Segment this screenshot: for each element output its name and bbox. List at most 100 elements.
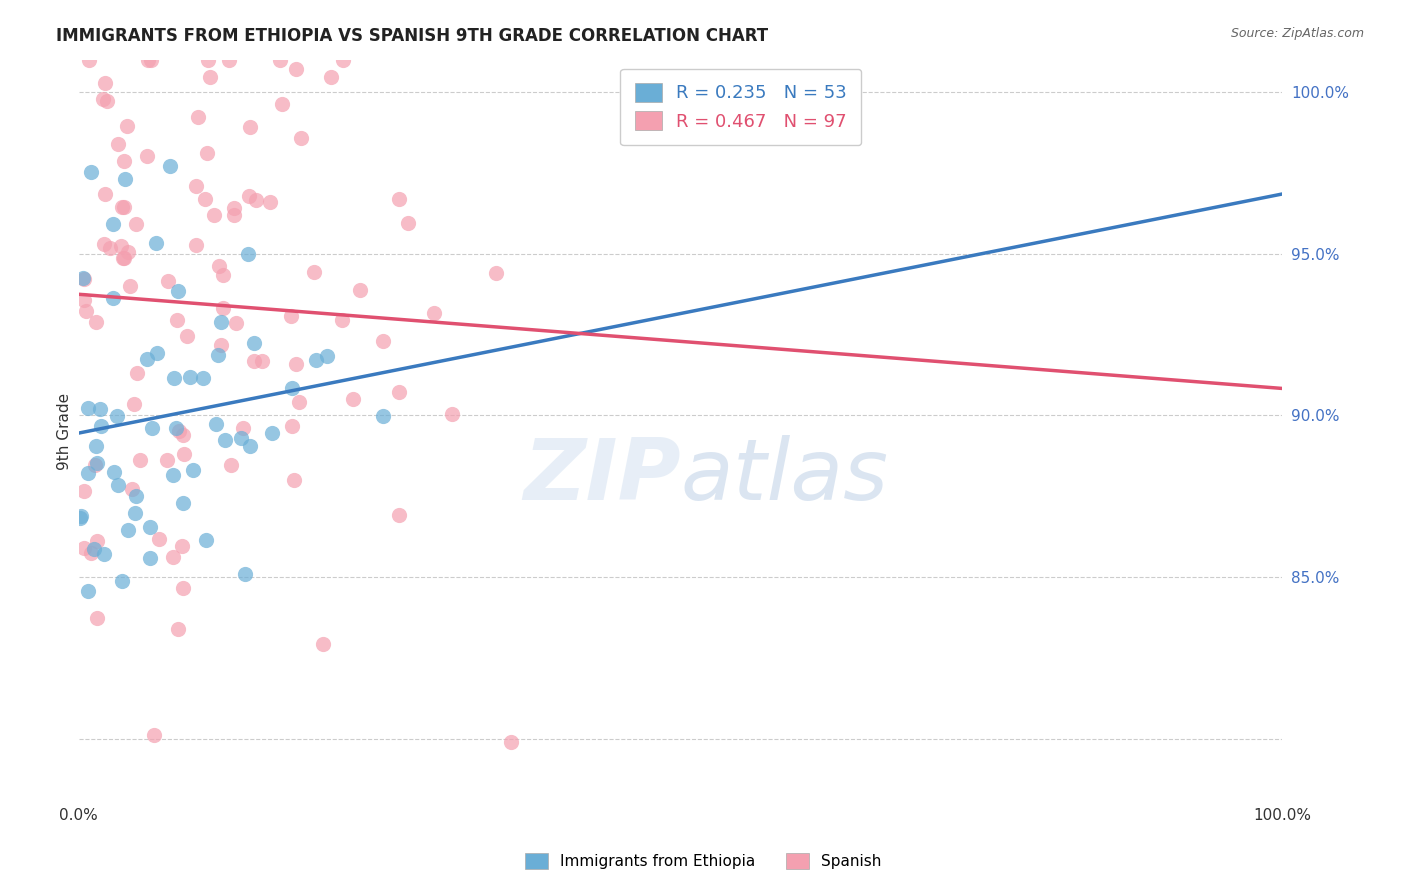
Point	[96, 94, 118, 108]
Point	[194, 193, 217, 207]
Point	[128, 453, 150, 467]
Point	[125, 490, 148, 504]
Point	[250, 354, 273, 368]
Point	[166, 313, 188, 327]
Point	[86, 611, 108, 625]
Legend: R = 0.235   N = 53, R = 0.467   N = 97: R = 0.235 N = 53, R = 0.467 N = 97	[620, 69, 862, 145]
Point	[285, 358, 308, 372]
Point	[183, 463, 205, 477]
Point	[110, 574, 132, 588]
Point	[260, 426, 283, 441]
Point	[156, 453, 179, 467]
Point	[136, 53, 159, 67]
Text: atlas: atlas	[681, 434, 889, 517]
Point	[284, 62, 307, 76]
Point	[281, 381, 304, 395]
Point	[388, 192, 411, 206]
Point	[280, 309, 302, 323]
Point	[440, 407, 463, 421]
Point	[302, 265, 325, 279]
Point	[125, 366, 148, 380]
Point	[146, 345, 169, 359]
Text: IMMIGRANTS FROM ETHIOPIA VS SPANISH 9TH GRADE CORRELATION CHART: IMMIGRANTS FROM ETHIOPIA VS SPANISH 9TH …	[56, 27, 768, 45]
Point	[211, 301, 233, 315]
Point	[238, 189, 260, 203]
Point	[114, 171, 136, 186]
Point	[73, 541, 96, 555]
Point	[139, 551, 162, 566]
Point	[77, 584, 100, 599]
Point	[98, 241, 121, 255]
Point	[143, 728, 166, 742]
Point	[396, 216, 419, 230]
Point	[118, 278, 141, 293]
Point	[121, 483, 143, 497]
Point	[485, 266, 508, 280]
Point	[84, 458, 107, 473]
Point	[90, 418, 112, 433]
Point	[103, 465, 125, 479]
Point	[179, 370, 201, 384]
Point	[373, 334, 395, 348]
Point	[332, 53, 354, 67]
Point	[112, 200, 135, 214]
Point	[194, 533, 217, 548]
Point	[191, 371, 214, 385]
Point	[86, 456, 108, 470]
Point	[209, 337, 232, 351]
Point	[259, 195, 281, 210]
Y-axis label: 9th Grade: 9th Grade	[58, 393, 72, 470]
Point	[86, 315, 108, 329]
Point	[197, 53, 219, 67]
Point	[76, 401, 98, 416]
Point	[167, 284, 190, 298]
Point	[139, 53, 162, 67]
Point	[330, 313, 353, 327]
Point	[156, 274, 179, 288]
Point	[162, 467, 184, 482]
Point	[290, 131, 312, 145]
Point	[172, 427, 194, 442]
Point	[238, 439, 260, 453]
Point	[288, 394, 311, 409]
Point	[312, 637, 335, 651]
Point	[101, 292, 124, 306]
Point	[222, 201, 245, 215]
Point	[73, 271, 96, 285]
Point	[117, 523, 139, 537]
Point	[159, 159, 181, 173]
Point	[170, 539, 193, 553]
Point	[219, 458, 242, 472]
Point	[125, 217, 148, 231]
Point	[167, 424, 190, 438]
Point	[172, 496, 194, 510]
Point	[110, 239, 132, 253]
Point	[224, 208, 246, 222]
Point	[207, 260, 229, 274]
Point	[202, 208, 225, 222]
Point	[79, 165, 101, 179]
Point	[83, 541, 105, 556]
Point	[89, 401, 111, 416]
Point	[232, 420, 254, 434]
Point	[148, 533, 170, 547]
Point	[86, 439, 108, 453]
Point	[423, 306, 446, 320]
Point	[80, 546, 103, 560]
Point	[163, 371, 186, 385]
Point	[103, 217, 125, 231]
Point	[371, 409, 394, 423]
Point	[73, 293, 96, 307]
Point	[388, 384, 411, 399]
Point	[69, 510, 91, 524]
Point	[315, 349, 337, 363]
Point	[218, 53, 240, 67]
Point	[77, 466, 100, 480]
Point	[139, 520, 162, 534]
Point	[207, 348, 229, 362]
Point	[107, 136, 129, 151]
Point	[319, 70, 342, 84]
Point	[93, 547, 115, 561]
Point	[93, 237, 115, 252]
Point	[243, 354, 266, 368]
